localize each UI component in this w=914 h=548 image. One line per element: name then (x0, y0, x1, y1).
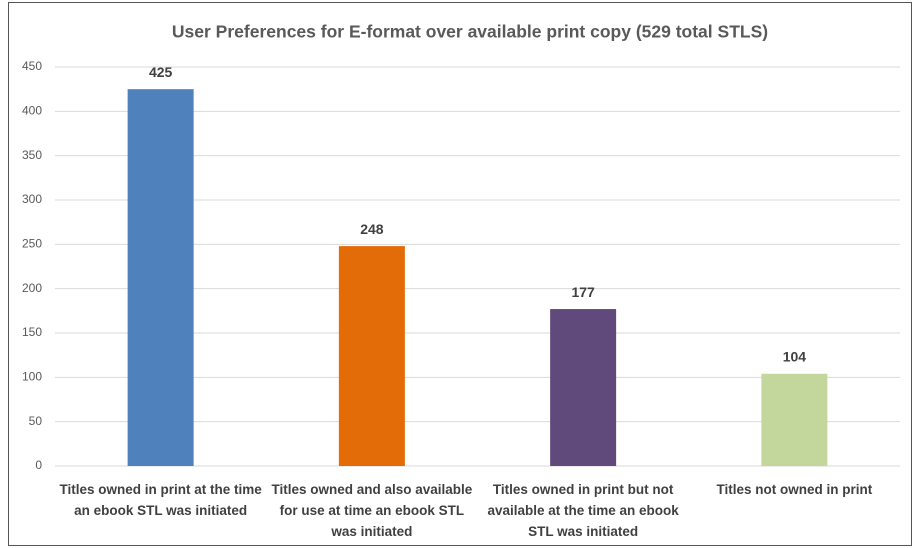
y-tick-label: 350 (22, 148, 42, 162)
y-tick-label: 250 (22, 237, 42, 251)
x-tick-label: Titles owned in print at the time an ebo… (59, 482, 262, 518)
y-tick-label: 400 (22, 104, 42, 118)
value-label: 177 (571, 284, 595, 300)
x-tick-label: Titles not owned in print (716, 482, 873, 497)
y-tick-label: 50 (29, 414, 43, 428)
x-tick-label: Titles owned and also available for use … (271, 482, 473, 539)
y-tick-label: 450 (22, 59, 42, 73)
y-tick-label: 100 (22, 370, 42, 384)
bar (127, 89, 194, 467)
x-tick-label: Titles owned in print but not available … (487, 482, 679, 539)
value-label: 248 (360, 221, 384, 237)
y-tick-label: 300 (22, 192, 42, 206)
y-tick-label: 0 (35, 458, 42, 472)
value-label: 104 (783, 348, 807, 364)
bar (550, 309, 617, 466)
y-tick-label: 200 (22, 281, 42, 295)
bar (338, 246, 405, 466)
value-label: 425 (149, 64, 173, 80)
chart-title: User Preferences for E-format over avail… (172, 22, 768, 42)
y-tick-label: 150 (22, 325, 42, 339)
bar (761, 373, 828, 466)
